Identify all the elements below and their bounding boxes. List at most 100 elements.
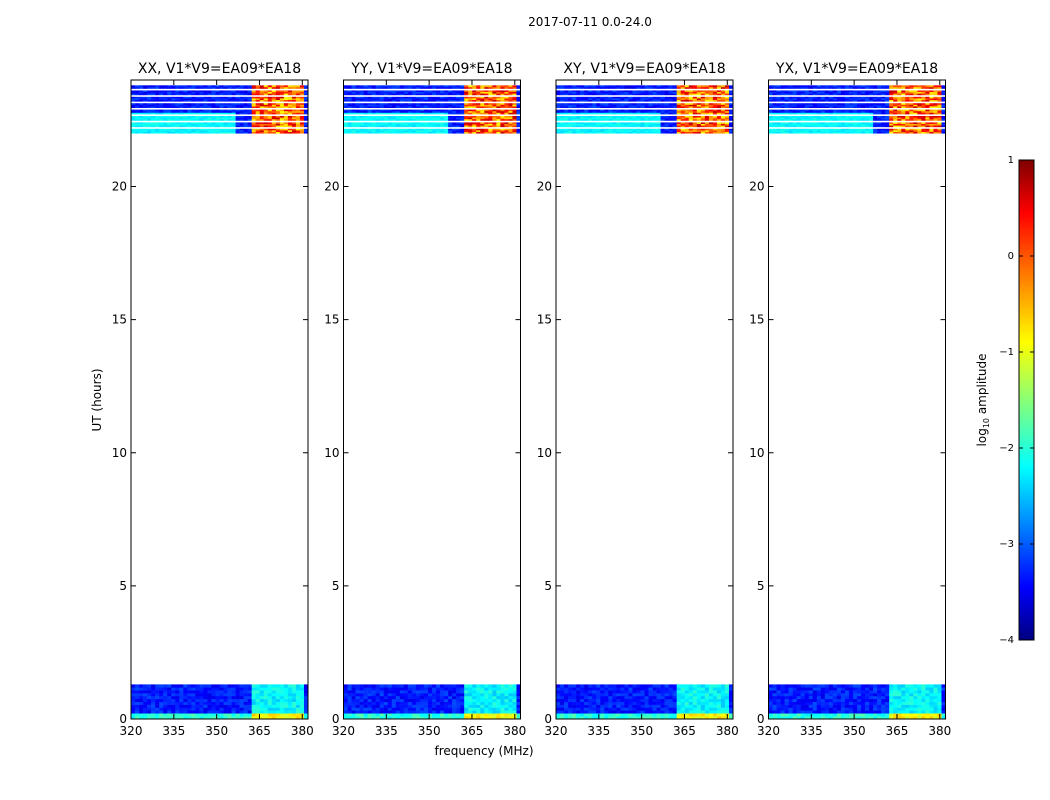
heatmap-cell <box>484 98 489 101</box>
heatmap-cell <box>351 91 356 94</box>
heatmap-cell <box>359 701 364 705</box>
heatmap-cell <box>512 684 517 688</box>
heatmap-cell <box>259 99 265 102</box>
heatmap-cell <box>171 698 176 702</box>
heatmap-cell <box>355 693 360 697</box>
heatmap-cell <box>291 102 297 105</box>
heatmap-cell <box>512 125 517 128</box>
heatmap-cell <box>215 716 220 720</box>
heatmap-cell <box>560 123 565 126</box>
heatmap-cell <box>219 102 224 105</box>
heatmap-cell <box>179 695 184 700</box>
heatmap-cell <box>496 88 501 91</box>
heatmap-cell <box>508 98 513 101</box>
heatmap-cell <box>588 126 593 129</box>
heatmap-cell <box>664 693 669 697</box>
heatmap-cell <box>596 112 601 115</box>
heatmap-cell <box>448 99 453 102</box>
heatmap-cell <box>259 98 265 101</box>
heatmap-cell <box>235 695 240 700</box>
heatmap-cell <box>423 90 429 93</box>
heatmap-cell <box>656 713 661 717</box>
heatmap-cell <box>444 99 449 102</box>
heatmap-cell <box>444 684 449 688</box>
heatmap-cell <box>488 118 493 121</box>
heatmap-cell <box>656 126 661 129</box>
heatmap-cell <box>660 716 665 720</box>
heatmap-cell <box>656 131 661 134</box>
heatmap-cell <box>440 704 445 708</box>
heatmap-cell <box>484 114 489 116</box>
heatmap-cell <box>303 710 309 714</box>
heatmap-cell <box>688 130 694 132</box>
heatmap-cell <box>223 707 228 711</box>
heatmap-cell <box>636 710 641 714</box>
y-tick-label: 15 <box>324 313 339 327</box>
heatmap-cell <box>391 710 397 714</box>
heatmap-cell <box>640 125 645 128</box>
heatmap-cell <box>163 115 168 118</box>
heatmap-cell <box>427 91 433 94</box>
heatmap-cell <box>299 120 305 123</box>
heatmap-cell <box>411 704 417 708</box>
heatmap-cell <box>676 707 681 711</box>
heatmap-cell <box>139 102 144 105</box>
heatmap-cell <box>419 101 425 104</box>
heatmap-cell <box>187 701 192 705</box>
heatmap-cell <box>604 126 609 129</box>
heatmap-cell <box>632 684 637 688</box>
heatmap-cell <box>652 698 657 702</box>
heatmap-cell <box>500 93 505 96</box>
heatmap-cell <box>724 115 730 118</box>
heatmap-cell <box>295 102 301 105</box>
heatmap-cell <box>283 101 289 104</box>
heatmap-cell <box>500 125 505 128</box>
heatmap-cell <box>379 115 385 118</box>
heatmap-cell <box>291 86 297 89</box>
heatmap-cell <box>223 91 228 94</box>
heatmap-cell <box>299 687 305 691</box>
heatmap-cell <box>696 713 702 717</box>
heatmap-cell <box>411 94 417 97</box>
heatmap-cell <box>680 120 686 123</box>
heatmap-cell <box>476 86 481 89</box>
heatmap-cell <box>628 109 633 112</box>
heatmap-cell <box>684 130 690 132</box>
heatmap-cell <box>696 690 702 694</box>
heatmap-cell <box>211 99 216 102</box>
heatmap-cell <box>716 110 722 113</box>
heatmap-cell <box>187 128 192 131</box>
heatmap-cell <box>263 98 269 101</box>
heatmap-cell <box>343 693 348 697</box>
heatmap-cell <box>728 695 734 700</box>
heatmap-cell <box>267 716 273 720</box>
heatmap-cell <box>415 118 421 121</box>
heatmap-cell <box>516 122 521 124</box>
heatmap-cell <box>183 114 188 116</box>
heatmap-cell <box>432 99 437 102</box>
heatmap-cell <box>175 125 180 128</box>
heatmap-cell <box>620 707 625 711</box>
heatmap-cell <box>179 701 184 705</box>
heatmap-cell <box>231 707 236 711</box>
heatmap-cell <box>700 126 706 129</box>
heatmap-cell <box>488 85 493 88</box>
heatmap-cell <box>351 710 356 714</box>
heatmap-cell <box>568 125 573 128</box>
heatmap-cell <box>147 102 152 105</box>
heatmap-cell <box>279 115 285 118</box>
heatmap-cell <box>227 690 232 694</box>
heatmap-cell <box>355 128 360 131</box>
heatmap-cell <box>676 117 681 120</box>
heatmap-cell <box>219 690 224 694</box>
heatmap-cell <box>263 94 269 97</box>
heatmap-cell <box>415 710 421 714</box>
heatmap-cell <box>415 88 421 91</box>
heatmap-cell <box>371 690 376 694</box>
heatmap-cell <box>580 126 585 129</box>
heatmap-cell <box>247 716 252 720</box>
heatmap-cell <box>468 695 473 700</box>
heatmap-cell <box>227 104 232 107</box>
heatmap-cell <box>167 695 172 700</box>
heatmap-cell <box>211 684 216 688</box>
